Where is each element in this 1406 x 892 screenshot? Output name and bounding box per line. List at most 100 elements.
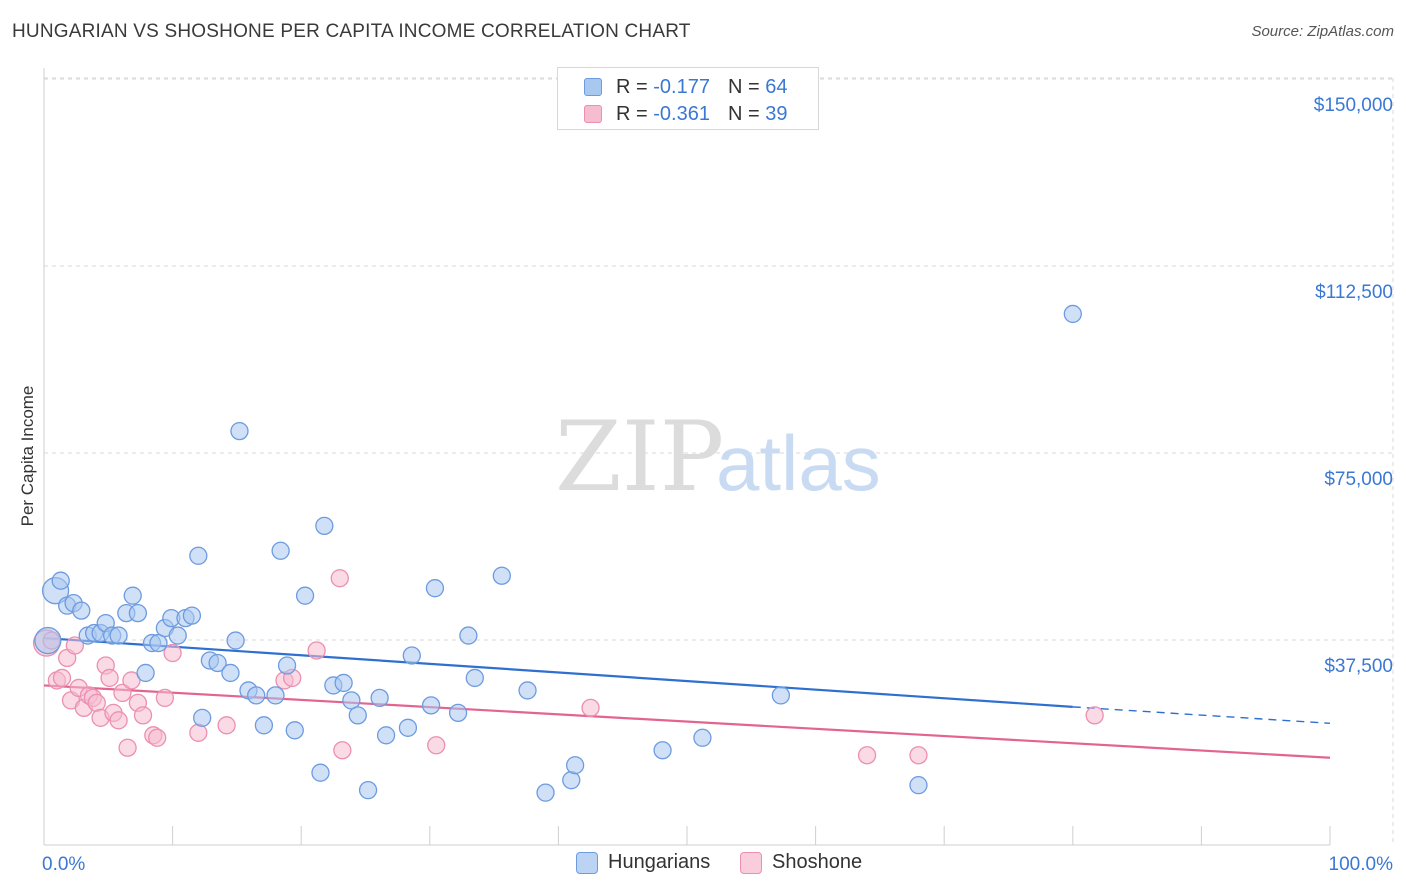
y-tick-label: $75,000 (1324, 469, 1393, 490)
hungarians-point (136, 663, 155, 683)
axes (43, 68, 1331, 846)
legend-swatch-hungarians (584, 78, 602, 96)
hungarians-point (448, 703, 468, 723)
chart-title: HUNGARIAN VS SHOSHONE PER CAPITA INCOME … (12, 21, 691, 42)
legend-row-hungarians: R = -0.177 N = 64 (584, 74, 787, 100)
trend-line-hungarians (43, 636, 1073, 708)
legend-n-value: 39 (765, 102, 788, 125)
hungarians-point (421, 696, 441, 715)
shoshone-point (163, 643, 182, 663)
hungarians-point (465, 668, 484, 688)
hungarians-point (34, 626, 62, 655)
hungarians-point (109, 626, 128, 645)
hungarians-point (536, 783, 555, 802)
hungarians-point (653, 741, 672, 760)
hungarians-point (193, 708, 212, 727)
shoshone-point (189, 723, 208, 742)
shoshone-point (87, 693, 106, 713)
hungarians-point (562, 771, 581, 790)
hungarians-point (348, 706, 367, 725)
shoshone-point (857, 746, 877, 765)
shoshone-point (109, 711, 128, 730)
hungarians-point (295, 586, 315, 605)
hungarians-point (376, 726, 396, 745)
shoshone-point (52, 668, 72, 688)
hungarians-point (51, 571, 70, 590)
y-tick-label: $37,500 (1324, 656, 1393, 677)
tick-labels: $37,500 $75,000 $112,500 $150,000 0.0% 100.0% (42, 95, 1393, 875)
shoshone-point (330, 569, 349, 588)
legend-r-label: R = (616, 102, 648, 125)
hungarians-point (518, 681, 537, 700)
data-points (32, 304, 1104, 802)
hungarians-point (425, 579, 445, 598)
hungarians-point (771, 686, 791, 705)
hungarians-point (128, 603, 148, 623)
series-swatch-hungarians (576, 851, 598, 874)
hungarians-point (230, 421, 249, 441)
x-tick-label-min: 0.0% (42, 854, 85, 875)
hungarians-point (72, 601, 91, 620)
shoshone-point (113, 683, 132, 703)
watermark: ZIP atlas (555, 401, 881, 513)
hungarians-point (370, 688, 389, 708)
hungarians-point (398, 718, 418, 737)
hungarians-point (221, 663, 240, 683)
correlation-legend: R = -0.177 N = 64 R = -0.361 N = 39 (557, 67, 819, 130)
hungarians-point (693, 728, 712, 747)
x-tick-label-max: 100.0% (1329, 854, 1394, 875)
hungarians-point (311, 763, 330, 782)
hungarians-point (247, 686, 266, 705)
trend-line-hungarians-extension (1072, 706, 1331, 725)
trend-lines (43, 636, 1331, 759)
y-tick-label: $150,000 (1314, 95, 1393, 116)
shoshone-point (155, 688, 175, 708)
shoshone-point (100, 668, 119, 688)
hungarians-point (565, 756, 585, 775)
shoshone-point (118, 738, 137, 757)
shoshone-point (148, 728, 167, 747)
hungarians-point (909, 776, 928, 795)
source-note: Source: ZipAtlas.com (1251, 23, 1394, 40)
watermark-zip: ZIP (555, 401, 724, 513)
series-legend: Hungarians Shoshone (0, 851, 1406, 877)
series-legend-hungarians[interactable]: Hungarians (576, 851, 710, 874)
hungarians-point (315, 516, 334, 536)
legend-r-value: -0.361 (653, 102, 710, 125)
hungarians-point (123, 586, 142, 605)
hungarians-point (254, 716, 274, 735)
hungarians-point (271, 541, 290, 560)
shoshone-point (1085, 706, 1104, 725)
hungarians-point (208, 653, 227, 673)
shoshone-point (65, 636, 85, 655)
y-tick-label: $112,500 (1315, 282, 1393, 303)
legend-n-label: N = (727, 75, 760, 98)
series-legend-shoshone[interactable]: Shoshone (740, 851, 862, 874)
hungarians-point (358, 780, 378, 800)
hungarians-point (277, 656, 297, 675)
shoshone-point (122, 671, 141, 690)
hungarians-point (459, 626, 478, 645)
hungarians-point (492, 566, 511, 585)
hungarians-point (182, 606, 202, 625)
legend-r-value: -0.177 (653, 75, 710, 98)
series-label-shoshone: Shoshone (772, 851, 863, 873)
series-swatch-shoshone (740, 851, 762, 874)
hungarians-point (226, 631, 245, 650)
hungarians-point (402, 646, 421, 665)
watermark-atlas: atlas (716, 419, 881, 507)
hungarians-point (285, 721, 304, 740)
hungarians-point (266, 686, 285, 705)
legend-row-shoshone: R = -0.361 N = 39 (584, 101, 787, 127)
legend-n-value: 64 (765, 75, 788, 98)
shoshone-point (133, 706, 153, 725)
shoshone-point (307, 641, 326, 660)
hungarians-point (1063, 304, 1082, 324)
legend-r-label: R = (616, 75, 648, 98)
hungarians-point (189, 546, 208, 565)
shoshone-point (333, 741, 352, 760)
shoshone-point (581, 698, 600, 718)
shoshone-point (217, 716, 236, 735)
hungarians-point (168, 626, 187, 645)
